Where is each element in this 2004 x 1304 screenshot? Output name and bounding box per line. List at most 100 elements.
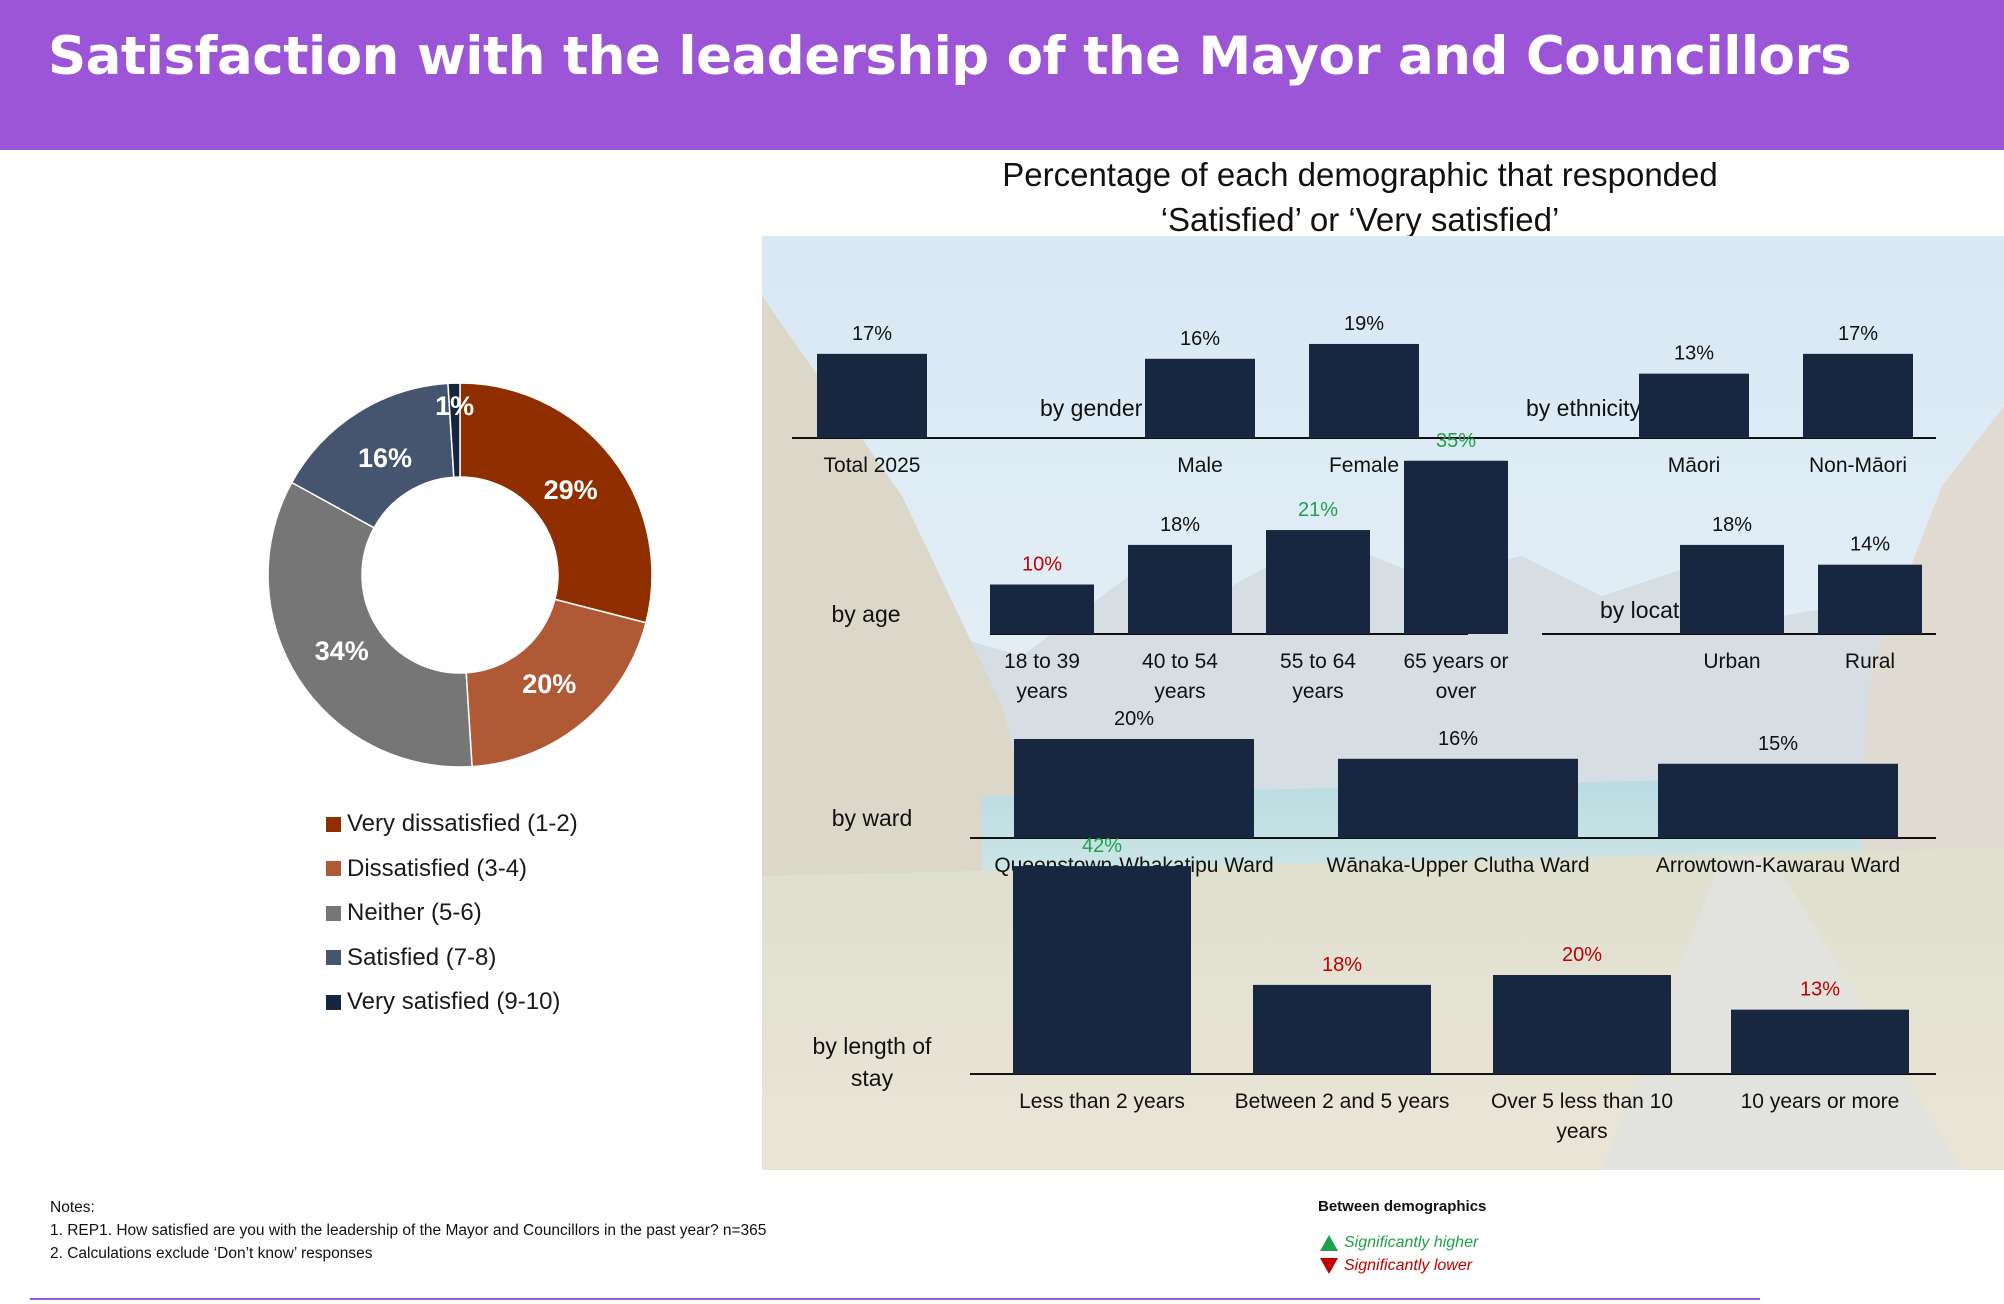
- bar-maori: [1639, 373, 1749, 438]
- bar-male: [1145, 358, 1255, 438]
- legend-item-dissatisfied-3-4: Dissatisfied (3-4): [326, 847, 578, 892]
- category-label-wanaka-upper-clutha-ward: Wānaka-Upper Clutha Ward: [1327, 854, 1590, 877]
- bar-65-years-or-over: [1404, 460, 1508, 634]
- donut-label-satisfied-7-8: 16%: [358, 443, 412, 473]
- title-banner: Satisfaction with the leadership of the …: [0, 0, 2004, 150]
- legend-item-neither-5-6: Neither (5-6): [326, 891, 578, 936]
- category-label-over-5-less-than-10-years: years: [1556, 1120, 1607, 1143]
- value-label-10-years-or-more: 13%: [1800, 979, 1840, 1001]
- value-label-queenstown-whakatipu-ward: 20%: [1114, 708, 1154, 730]
- bar-10-years-or-more: [1731, 1009, 1909, 1074]
- footer-divider: [30, 1298, 1760, 1300]
- category-label-65-years-or-over: over: [1436, 680, 1477, 703]
- up-triangle-icon: [1318, 1234, 1340, 1251]
- significance-key: Between demographics Significantly highe…: [1318, 1198, 1486, 1277]
- page-title: Satisfaction with the leadership of the …: [48, 26, 1852, 87]
- category-label-total-2025: Total 2025: [824, 454, 921, 477]
- value-label-40-to-54-years: 18%: [1160, 514, 1200, 536]
- value-label-urban: 18%: [1712, 514, 1752, 536]
- value-label-over-5-less-than-10-years: 20%: [1562, 944, 1602, 966]
- key-title: Between demographics: [1318, 1198, 1487, 1215]
- group-label-by-length-of-stay: stay: [851, 1065, 894, 1091]
- group-label-by-ethnicity: by ethnicity: [1526, 395, 1642, 421]
- legend-label: Very satisfied (9-10): [347, 988, 561, 1016]
- value-label-total-2025: 17%: [852, 323, 892, 345]
- bar-wanaka-upper-clutha-ward: [1338, 758, 1578, 838]
- value-label-wanaka-upper-clutha-ward: 16%: [1438, 728, 1478, 750]
- category-label-65-years-or-over: 65 years or: [1403, 650, 1508, 673]
- donut-slice-satisfied-7-8: [290, 382, 455, 529]
- key-higher-label: Significantly higher: [1344, 1233, 1479, 1251]
- value-label-female: 19%: [1344, 313, 1384, 335]
- value-label-rural: 14%: [1850, 534, 1890, 556]
- group-label-by-gender: by gender: [1040, 395, 1143, 421]
- group-label-by-age: by age: [831, 601, 900, 627]
- bar-female: [1309, 343, 1419, 438]
- legend-item-very-satisfied-9-10: Very satisfied (9-10): [326, 980, 578, 1025]
- value-label-between-2-and-5-years: 18%: [1322, 954, 1362, 976]
- down-triangle-icon: [1318, 1257, 1340, 1274]
- donut-label-very-satisfied-9-10: 1%: [435, 391, 474, 421]
- notes-heading: Notes:: [50, 1199, 95, 1216]
- legend-swatch: [326, 816, 341, 832]
- donut-slice-neither-5-6: [267, 481, 473, 768]
- value-label-arrowtown-kawarau-ward: 15%: [1758, 733, 1798, 755]
- notes: Notes: 1. REP1. How satisfied are you wi…: [50, 1196, 790, 1265]
- category-label-40-to-54-years: years: [1154, 680, 1205, 703]
- donut-slice-very-satisfied-9-10: [447, 382, 461, 478]
- category-label-less-than-2-years: Less than 2 years: [1019, 1090, 1185, 1113]
- value-label-less-than-2-years: 42%: [1082, 835, 1122, 857]
- value-label-55-to-64-years: 21%: [1298, 499, 1338, 521]
- notes-line-1: 1. REP1. How satisfied are you with the …: [50, 1222, 767, 1239]
- legend-item-very-dissatisfied-1-2: Very dissatisfied (1-2): [326, 802, 578, 847]
- demographic-bar-chart: 17% Total 2025 by gender 16% Male 19% Female by…: [792, 313, 1936, 1143]
- donut-legend: Very dissatisfied (1-2) Dissatisfied (3-4…: [326, 802, 578, 1025]
- legend-label: Neither (5-6): [347, 899, 482, 927]
- value-label-65-years-or-over: 35%: [1436, 430, 1476, 452]
- category-label-non-maori: Non-Māori: [1809, 454, 1907, 477]
- category-label-between-2-and-5-years: Between 2 and 5 years: [1235, 1090, 1450, 1113]
- legend-label: Satisfied (7-8): [347, 943, 497, 971]
- legend-swatch: [326, 994, 341, 1010]
- bar-between-2-and-5-years: [1253, 984, 1431, 1074]
- category-label-over-5-less-than-10-years: Over 5 less than 10: [1491, 1090, 1673, 1113]
- legend-label: Dissatisfied (3-4): [347, 854, 528, 882]
- donut-slice-very-dissatisfied-1-2: [459, 382, 653, 624]
- value-label-maori: 13%: [1674, 343, 1714, 365]
- donut-chart: 29% 20% 34% 16% 1%: [267, 382, 653, 768]
- category-label-18-to-39-years: 18 to 39: [1004, 650, 1080, 673]
- bar-18-to-39-years: [990, 584, 1094, 634]
- bar-total-2025: [817, 353, 927, 438]
- bar-rural: [1818, 564, 1922, 634]
- legend-swatch: [326, 950, 341, 966]
- category-label-55-to-64-years: years: [1292, 680, 1343, 703]
- bar-55-to-64-years: [1266, 530, 1370, 634]
- key-lower-label: Significantly lower: [1344, 1256, 1473, 1274]
- bar-less-than-2-years: [1013, 866, 1191, 1074]
- category-label-arrowtown-kawarau-ward: Arrowtown-Kawarau Ward: [1656, 854, 1900, 877]
- bar-queenstown-whakatipu-ward: [1014, 739, 1254, 838]
- category-label-10-years-or-more: 10 years or more: [1741, 1090, 1900, 1113]
- category-label-18-to-39-years: years: [1016, 680, 1067, 703]
- donut-label-dissatisfied-3-4: 20%: [522, 669, 576, 699]
- bar-40-to-54-years: [1128, 544, 1232, 634]
- demographic-chart-title: Percentage of each demographic that resp…: [1002, 156, 1718, 238]
- group-label-by-length-of-stay: by length of: [813, 1033, 933, 1059]
- legend-swatch: [326, 861, 341, 877]
- notes-line-2: 2. Calculations exclude ‘Don’t know’ res…: [50, 1245, 373, 1262]
- category-label-rural: Rural: [1845, 650, 1895, 673]
- category-label-40-to-54-years: 40 to 54: [1142, 650, 1218, 673]
- donut-label-neither-5-6: 34%: [315, 636, 369, 666]
- category-label-urban: Urban: [1703, 650, 1760, 673]
- legend-label: Very dissatisfied (1-2): [347, 810, 578, 838]
- category-label-male: Male: [1177, 454, 1223, 477]
- legend-item-satisfied-7-8: Satisfied (7-8): [326, 936, 578, 981]
- value-label-male: 16%: [1180, 328, 1220, 350]
- donut-slice-dissatisfied-3-4: [465, 598, 647, 768]
- legend-swatch: [326, 905, 341, 921]
- bar-urban: [1680, 544, 1784, 634]
- category-label-maori: Māori: [1668, 454, 1721, 477]
- value-label-18-to-39-years: 10%: [1022, 554, 1062, 576]
- bar-over-5-less-than-10-years: [1493, 975, 1671, 1074]
- group-label-by-ward: by ward: [832, 805, 913, 831]
